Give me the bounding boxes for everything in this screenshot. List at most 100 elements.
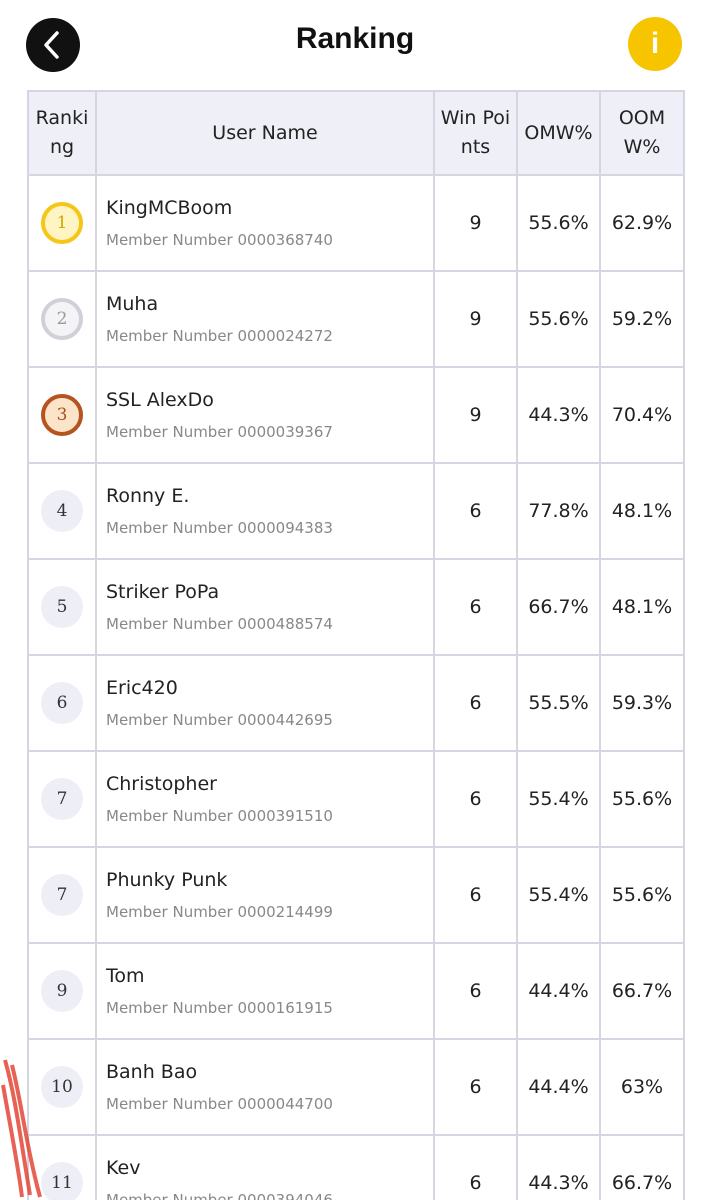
omw: 55.6% [516,174,601,272]
info-button[interactable]: i [628,17,682,71]
user-cell: Ronny E. Member Number 0000094383 [95,462,435,560]
user-cell: Tom Member Number 0000161915 [95,942,435,1040]
ranking-row[interactable]: 4 Ronny E. Member Number 0000094383 6 77.8% 4… [27,462,685,560]
rank-cell: 6 [27,654,97,752]
omw: 77.8% [516,462,601,560]
rank-badge: 2 [41,298,83,340]
win-points: 6 [433,462,518,560]
omw: 55.4% [516,846,601,944]
rank-cell: 4 [27,462,97,560]
ranking-row[interactable]: 7 Phunky Punk Member Number 0000214499 6 55.… [27,846,685,944]
rank-cell: 7 [27,846,97,944]
oomw: 55.6% [599,750,685,848]
win-points: 6 [433,558,518,656]
rank-cell: 7 [27,750,97,848]
win-points: 9 [433,270,518,368]
user-cell: Eric420 Member Number 0000442695 [95,654,435,752]
win-points: 9 [433,366,518,464]
member-number: Member Number 0000391510 [106,807,333,825]
omw: 44.4% [516,1038,601,1136]
oomw: 59.3% [599,654,685,752]
oomw: 62.9% [599,174,685,272]
oomw: 66.7% [599,942,685,1040]
member-number: Member Number 0000024272 [106,327,333,345]
omw: 44.3% [516,366,601,464]
column-header: Ranking [27,90,97,176]
win-points: 6 [433,654,518,752]
ranking-row[interactable]: 7 Christopher Member Number 0000391510 6 55.… [27,750,685,848]
oomw: 63% [599,1038,685,1136]
user-cell: Striker PoPa Member Number 0000488574 [95,558,435,656]
omw: 55.6% [516,270,601,368]
rank-cell: 3 [27,366,97,464]
member-number: Member Number 0000394046 [106,1191,333,1200]
rank-cell: 2 [27,270,97,368]
omw: 55.5% [516,654,601,752]
column-header: OOMW% [599,90,685,176]
ranking-table: Ranking User Name Win Points OMW% OOMW% 1 Kin… [27,90,685,1200]
ranking-row[interactable]: 9 Tom Member Number 0000161915 6 44.4% 66.7% [27,942,685,1040]
ranking-row[interactable]: 5 Striker PoPa Member Number 0000488574 6 66… [27,558,685,656]
user-name: Ronny E. [106,485,190,507]
member-number: Member Number 0000094383 [106,519,333,537]
rank-badge: 3 [41,394,83,436]
rank-badge: 9 [41,970,83,1012]
member-number: Member Number 0000161915 [106,999,333,1017]
page-title: Ranking [295,22,415,55]
rank-badge: 10 [41,1066,83,1108]
omw: 55.4% [516,750,601,848]
rank-cell: 1 [27,174,97,272]
oomw: 48.1% [599,462,685,560]
ranking-row[interactable]: 11 Kev Member Number 0000394046 6 44.3% 66.7% [27,1134,685,1200]
omw: 44.4% [516,942,601,1040]
win-points: 6 [433,1038,518,1136]
oomw: 66.7% [599,1134,685,1200]
rank-cell: 5 [27,558,97,656]
win-points: 9 [433,174,518,272]
rank-badge: 1 [41,202,83,244]
member-number: Member Number 0000039367 [106,423,333,441]
user-name: SSL AlexDo [106,389,214,411]
user-name: Striker PoPa [106,581,220,603]
rank-badge: 6 [41,682,83,724]
user-name: Eric420 [106,677,178,699]
user-name: Phunky Punk [106,869,228,891]
user-cell: Muha Member Number 0000024272 [95,270,435,368]
rank-cell: 9 [27,942,97,1040]
member-number: Member Number 0000368740 [106,231,333,249]
win-points: 6 [433,942,518,1040]
user-name: KingMCBoom [106,197,233,219]
ranking-row[interactable]: 3 SSL AlexDo Member Number 0000039367 9 44.3… [27,366,685,464]
user-cell: Kev Member Number 0000394046 [95,1134,435,1200]
column-header: OMW% [516,90,601,176]
user-cell: Christopher Member Number 0000391510 [95,750,435,848]
rank-badge: 4 [41,490,83,532]
ranking-row[interactable]: 1 KingMCBoom Member Number 0000368740 9 55.6… [27,174,685,272]
back-button[interactable] [26,18,80,72]
user-name: Muha [106,293,159,315]
omw: 44.3% [516,1134,601,1200]
user-name: Banh Bao [106,1061,198,1083]
win-points: 6 [433,1134,518,1200]
member-number: Member Number 0000214499 [106,903,333,921]
ranking-row[interactable]: 2 Muha Member Number 0000024272 9 55.6% 59.2% [27,270,685,368]
member-number: Member Number 0000488574 [106,615,333,633]
column-header: Win Points [433,90,518,176]
user-cell: Phunky Punk Member Number 0000214499 [95,846,435,944]
win-points: 6 [433,846,518,944]
header-row: Ranking User Name Win Points OMW% OOMW% [27,90,685,176]
red-scribble [1,1059,42,1198]
oomw: 48.1% [599,558,685,656]
user-name: Tom [106,965,145,987]
rank-cell: 10 [27,1038,97,1136]
rank-badge: 11 [41,1162,83,1200]
user-cell: Banh Bao Member Number 0000044700 [95,1038,435,1136]
ranking-row[interactable]: 6 Eric420 Member Number 0000442695 6 55.5% 59… [27,654,685,752]
column-header: User Name [95,90,435,176]
oomw: 55.6% [599,846,685,944]
win-points: 6 [433,750,518,848]
user-cell: SSL AlexDo Member Number 0000039367 [95,366,435,464]
ranking-row[interactable]: 10 Banh Bao Member Number 0000044700 6 44.4%… [27,1038,685,1136]
omw: 66.7% [516,558,601,656]
